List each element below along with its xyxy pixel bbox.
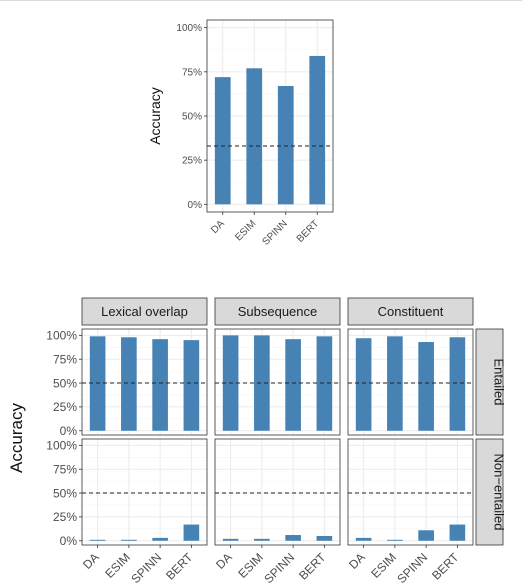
bar-spinn: [152, 537, 168, 541]
facet-row-strip-background: [475, 328, 504, 436]
facet-strip-background: [214, 297, 341, 326]
bar-da: [89, 539, 106, 541]
y-tick-label: 100%: [46, 439, 77, 453]
x-tick-label: BERT: [429, 550, 462, 583]
panel-background: [215, 439, 340, 545]
bar-bert: [449, 524, 466, 541]
facet-panel: 0% 25% 50% 75% 100%: [46, 328, 208, 438]
facet-panel: [214, 328, 341, 436]
x-tick-label: DA: [213, 550, 235, 572]
facet-strip-label: Subsequence: [238, 304, 318, 319]
bar-spinn: [285, 535, 301, 541]
bar-spinn: [152, 339, 168, 431]
bar-esim: [387, 336, 403, 431]
bar-esim: [121, 539, 137, 541]
facet-row-strip-label: Entailed: [492, 359, 507, 406]
panel-border: [347, 328, 474, 436]
bar-da: [214, 77, 231, 205]
top-chart-y-axis-title: Accuracy: [147, 87, 163, 145]
y-tick-label: 0%: [60, 424, 78, 438]
y-tick-label: 100%: [46, 329, 77, 343]
top-chart-panel: 0% 25% 50% 75% 100% DA ESIM SPINN BERT: [176, 19, 334, 248]
y-tick-label: 25%: [53, 400, 77, 414]
bar-bert: [183, 524, 200, 541]
facet-strip-label: Constituent: [378, 304, 444, 319]
x-tick-label: DA: [80, 550, 102, 572]
x-tick-label: SPINN: [260, 218, 289, 247]
bar-esim: [246, 68, 263, 205]
facet-strip-constituent: Constituent: [347, 297, 474, 326]
y-tick-label: 50%: [182, 112, 202, 123]
x-tick-label: SPINN: [128, 550, 164, 586]
y-tick-label: 25%: [182, 156, 202, 167]
facet-row-strip-background: [475, 438, 504, 546]
bar-bert: [316, 336, 333, 431]
y-tick-label: 75%: [182, 67, 202, 78]
y-tick-label: 50%: [53, 376, 77, 390]
y-tick-label: 0%: [188, 200, 203, 211]
bar-bert: [183, 340, 200, 431]
bar-bert: [316, 535, 333, 541]
facet-strip-background: [347, 297, 474, 326]
bar-da: [355, 537, 372, 541]
panel-border: [81, 328, 208, 436]
x-tick-label: DA: [346, 550, 368, 572]
facet-row-strip-label: Non−entailed: [492, 454, 507, 531]
y-tick-label: 25%: [53, 510, 77, 524]
panel-border: [214, 438, 341, 546]
facet-strip-label: Lexical overlap: [101, 304, 188, 319]
y-tick-label: 50%: [53, 486, 77, 500]
bar-spinn: [277, 85, 294, 205]
x-tick-label: BERT: [295, 218, 322, 245]
bar-esim: [254, 538, 270, 541]
bar-spinn: [285, 339, 301, 431]
bar-esim: [387, 539, 403, 541]
x-tick-label: DA: [209, 218, 227, 236]
facet-row-strip-0: Entailed: [475, 328, 507, 436]
x-tick-label: BERT: [163, 550, 196, 583]
bar-bert: [449, 337, 466, 431]
facet-strip-lexical-overlap: Lexical overlap: [81, 297, 208, 326]
bar-esim: [121, 337, 137, 431]
bar-da: [355, 338, 372, 431]
bar-bert: [309, 55, 326, 205]
y-tick-label: 100%: [176, 23, 202, 34]
facet-strip-subsequence: Subsequence: [214, 297, 341, 326]
x-tick-label: SPINN: [394, 550, 430, 586]
facet-panel: [347, 328, 474, 436]
y-tick-label: 75%: [53, 462, 77, 476]
x-tick-label: ESIM: [233, 218, 258, 243]
x-tick-label: BERT: [296, 550, 329, 583]
facet-strip-background: [81, 297, 208, 326]
panel-border: [214, 328, 341, 436]
bar-spinn: [418, 342, 434, 431]
panel-border: [81, 438, 208, 546]
bar-esim: [254, 335, 270, 431]
y-tick-label: 75%: [53, 352, 77, 366]
bar-spinn: [418, 530, 434, 541]
x-tick-label: SPINN: [261, 550, 297, 586]
facet-chart-y-axis-title: Accuracy: [7, 403, 26, 473]
panel-border: [347, 438, 474, 546]
bar-da: [222, 538, 239, 541]
facet-row-strip-1: Non−entailed: [475, 438, 507, 546]
y-tick-label: 0%: [60, 534, 78, 548]
